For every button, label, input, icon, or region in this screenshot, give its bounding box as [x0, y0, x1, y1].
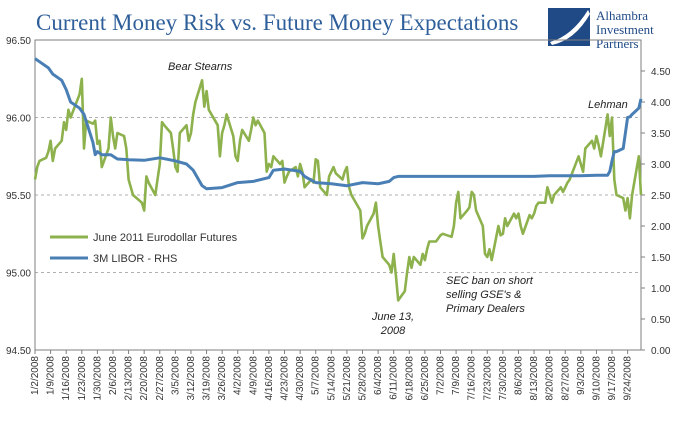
logo-swoosh-icon — [550, 10, 590, 45]
x-axis-tick-label: 8/20/2008 — [545, 356, 556, 401]
annotation-sec-ban-line-1: SEC ban on short — [446, 275, 534, 287]
x-axis-tick-label: 2/20/2008 — [139, 356, 150, 401]
x-axis-tick-label: 5/28/2008 — [358, 356, 369, 401]
x-axis-tick-label: 1/30/2008 — [92, 356, 103, 401]
x-axis-tick-label: 3/12/2008 — [186, 356, 197, 401]
x-axis-tick-label: 3/19/2008 — [202, 356, 213, 401]
logo-line-2: Investment — [596, 22, 654, 37]
right-axis-tick-label: 0.50 — [651, 315, 671, 326]
right-axis-tick-label: 1.00 — [651, 284, 671, 295]
x-axis-tick-label: 4/30/2008 — [295, 356, 306, 401]
x-axis-tick-label: 6/4/2008 — [373, 356, 384, 395]
logo: Alhambra Investment Partners — [548, 8, 654, 51]
series-line-3m-libor — [34, 57, 643, 191]
chart-title: Current Money Risk vs. Future Money Expe… — [36, 10, 518, 35]
x-axis-tick-label: 3/5/2008 — [170, 356, 181, 395]
left-axis-tick-label: 95.50 — [6, 191, 31, 202]
x-axis-tick-label: 5/14/2008 — [326, 356, 337, 401]
x-axis-tick-label: 6/25/2008 — [420, 356, 431, 401]
right-axis-tick-label: 0.00 — [651, 346, 671, 357]
right-axis-tick-label: 2.00 — [651, 222, 671, 233]
x-axis-tick-label: 8/13/2008 — [529, 356, 540, 401]
x-axis-tick-label: 6/18/2008 — [404, 356, 415, 401]
left-axis-tick-label: 96.50 — [6, 36, 31, 47]
annotation-sec-ban-line-3: Primary Dealers — [446, 303, 525, 315]
annotation-bear-stearns: Bear Stearns — [168, 61, 233, 73]
legend-label-libor: 3M LIBOR - RHS — [93, 253, 177, 265]
right-axis-tick-label: 4.50 — [651, 67, 671, 78]
left-axis: 94.50 95.00 95.50 96.00 96.50 — [6, 36, 31, 357]
x-axis-tick-label: 4/9/2008 — [248, 356, 259, 395]
legend: June 2011 Eurodollar Futures 3M LIBOR - … — [50, 232, 238, 265]
x-axis-tick-label: 6/11/2008 — [389, 356, 400, 400]
right-axis-tick-label: 1.50 — [651, 253, 671, 264]
x-axis-tick-label: 8/27/2008 — [560, 356, 571, 401]
x-axis-tick-label: 9/3/2008 — [576, 356, 587, 395]
x-axis-tick-label: 8/6/2008 — [513, 356, 524, 395]
x-axis-tick-label: 4/23/2008 — [280, 356, 291, 401]
left-axis-tick-label: 96.00 — [6, 114, 31, 125]
annotation-lehman: Lehman — [588, 99, 628, 111]
logo-line-1: Alhambra — [596, 8, 648, 23]
x-axis-tick-label: 1/23/2008 — [77, 356, 88, 401]
series-line-eurodollar-futures — [33, 77, 643, 302]
right-axis-tick-label: 3.50 — [651, 129, 671, 140]
grid — [35, 117, 641, 273]
left-axis-tick-label: 94.50 — [6, 346, 31, 357]
x-axis-tick-label: 1/16/2008 — [61, 356, 72, 401]
x-axis-tick-label: 5/7/2008 — [311, 356, 322, 395]
right-axis-tick-label: 4.00 — [651, 98, 671, 109]
x-axis-tick-label: 1/2/2008 — [30, 356, 41, 395]
x-axis-tick-label: 3/26/2008 — [217, 356, 228, 401]
x-axis-tick-label: 1/9/2008 — [46, 356, 57, 395]
x-axis-tick-label: 7/23/2008 — [482, 356, 493, 401]
x-axis-tick-label: 9/24/2008 — [623, 356, 634, 401]
right-axis-tick-label: 2.50 — [651, 191, 671, 202]
x-axis-tick-label: 4/2/2008 — [233, 356, 244, 395]
right-axis-tick-label: 3.00 — [651, 160, 671, 171]
x-axis-tick-label: 7/16/2008 — [467, 356, 478, 401]
x-axis-tick-label: 9/17/2008 — [607, 356, 618, 401]
annotation-sec-ban-line-2: selling GSE's & — [446, 289, 521, 301]
left-axis-tick-label: 95.00 — [6, 269, 31, 280]
x-axis: 1/2/2008 1/9/2008 1/16/2008 1/23/2008 1/30/2… — [30, 350, 634, 401]
annotation-june-13-line-1: June 13, — [371, 311, 414, 323]
x-axis-tick-label: 4/16/2008 — [264, 356, 275, 401]
x-axis-tick-label: 5/21/2008 — [342, 356, 353, 401]
x-axis-tick-label: 2/13/2008 — [124, 356, 135, 401]
annotations: Bear Stearns Lehman June 13, 2008 SEC ba… — [168, 61, 628, 337]
right-axis: 0.00 0.50 1.00 1.50 2.00 2.50 3.00 3.50 4.00 4.50 — [641, 67, 671, 357]
x-axis-tick-label: 2/27/2008 — [155, 356, 166, 401]
x-axis-tick-label: 7/9/2008 — [451, 356, 462, 395]
x-axis-tick-label: 9/10/2008 — [591, 356, 602, 401]
annotation-june-13-line-2: 2008 — [380, 325, 406, 337]
legend-label-eurodollar: June 2011 Eurodollar Futures — [93, 232, 238, 244]
x-axis-tick-label: 7/30/2008 — [498, 356, 509, 401]
logo-line-3: Partners — [596, 36, 639, 51]
x-axis-tick-label: 2/6/2008 — [108, 356, 119, 395]
x-axis-tick-label: 7/2/2008 — [435, 356, 446, 395]
